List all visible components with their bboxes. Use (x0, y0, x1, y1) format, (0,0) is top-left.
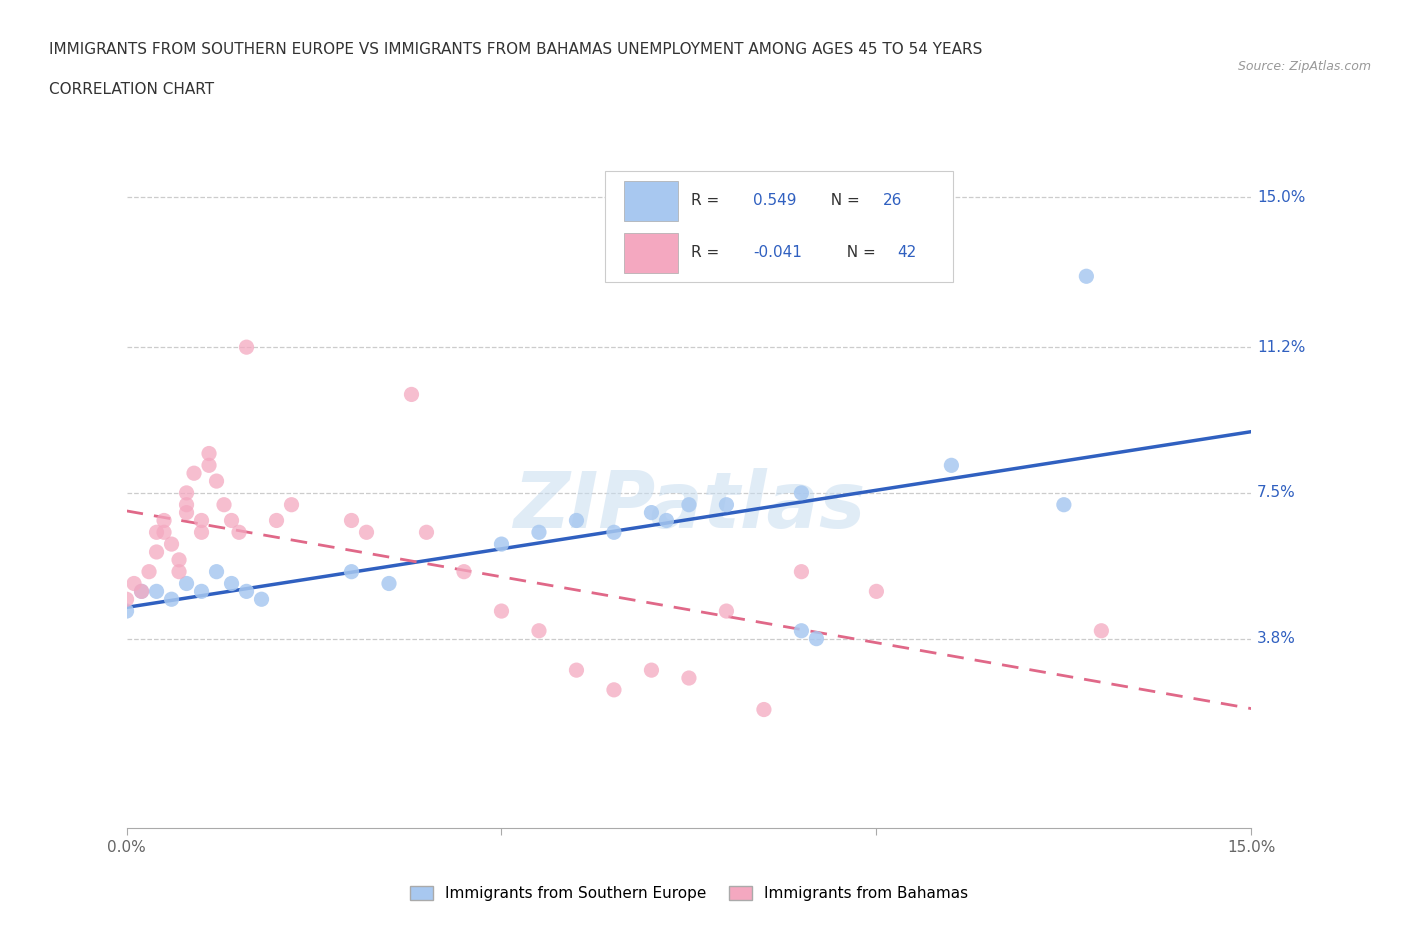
Point (190, 525, 212, 539)
Point (153, 525, 176, 539)
Point (565, 663, 588, 678)
Point (250, 591, 273, 606)
Point (640, 505, 662, 520)
Point (752, 702, 775, 717)
Point (190, 513, 212, 528)
Point (160, 537, 183, 551)
Point (212, 498, 235, 512)
Text: N =: N = (821, 193, 865, 208)
Point (491, 537, 513, 551)
Point (183, 466, 205, 481)
Point (235, 584, 257, 599)
Point (401, 387, 423, 402)
Point (527, 525, 550, 539)
Point (678, 498, 700, 512)
Point (160, 591, 183, 606)
Text: 42: 42 (897, 246, 917, 260)
Point (115, 604, 138, 618)
Point (115, 591, 138, 606)
Point (198, 446, 221, 461)
Point (716, 604, 738, 618)
Point (790, 623, 813, 638)
Text: -0.041: -0.041 (754, 246, 801, 260)
Text: R =: R = (692, 246, 724, 260)
Point (491, 604, 513, 618)
Text: 0.549: 0.549 (754, 193, 797, 208)
Point (655, 513, 678, 528)
Point (176, 505, 198, 520)
Point (176, 576, 198, 591)
Point (221, 513, 243, 528)
Point (235, 339, 257, 354)
FancyBboxPatch shape (624, 180, 678, 221)
Point (205, 473, 228, 488)
Text: 3.8%: 3.8% (1257, 631, 1296, 646)
Point (378, 576, 401, 591)
Point (453, 565, 475, 579)
Point (1053, 498, 1076, 512)
Legend: Immigrants from Southern Europe, Immigrants from Bahamas: Immigrants from Southern Europe, Immigra… (404, 880, 974, 907)
Text: ZIPatlas: ZIPatlas (513, 469, 865, 544)
Point (205, 565, 228, 579)
Text: N =: N = (838, 246, 882, 260)
Point (190, 584, 212, 599)
Point (221, 576, 243, 591)
Point (356, 525, 378, 539)
Point (565, 513, 588, 528)
Point (176, 498, 198, 512)
Point (716, 498, 738, 512)
Text: 7.5%: 7.5% (1257, 485, 1296, 500)
Point (145, 584, 167, 599)
Text: R =: R = (692, 193, 724, 208)
Point (941, 458, 963, 472)
Point (280, 498, 302, 512)
Point (415, 525, 437, 539)
Point (603, 683, 626, 698)
Point (153, 513, 176, 528)
Point (122, 576, 145, 591)
Point (228, 525, 250, 539)
Point (1090, 623, 1112, 638)
Point (790, 565, 813, 579)
Text: 15.0%: 15.0% (1257, 190, 1305, 205)
Point (145, 545, 167, 560)
Text: CORRELATION CHART: CORRELATION CHART (49, 82, 214, 97)
Point (603, 525, 626, 539)
Text: Source: ZipAtlas.com: Source: ZipAtlas.com (1237, 60, 1371, 73)
Point (1076, 269, 1098, 284)
Text: 11.2%: 11.2% (1257, 339, 1305, 354)
Text: IMMIGRANTS FROM SOUTHERN EUROPE VS IMMIGRANTS FROM BAHAMAS UNEMPLOYMENT AMONG AG: IMMIGRANTS FROM SOUTHERN EUROPE VS IMMIG… (49, 42, 983, 57)
Point (198, 458, 221, 472)
Point (340, 565, 363, 579)
Point (527, 623, 550, 638)
Point (865, 584, 887, 599)
Point (640, 663, 662, 678)
Point (806, 631, 828, 646)
Point (790, 485, 813, 500)
Point (167, 565, 190, 579)
FancyBboxPatch shape (605, 171, 953, 282)
Point (167, 552, 190, 567)
FancyBboxPatch shape (624, 232, 678, 272)
Point (678, 671, 700, 685)
Point (176, 485, 198, 500)
Point (266, 513, 288, 528)
Text: 26: 26 (883, 193, 901, 208)
Point (131, 584, 153, 599)
Point (138, 565, 160, 579)
Point (131, 584, 153, 599)
Point (340, 513, 363, 528)
Point (145, 525, 167, 539)
